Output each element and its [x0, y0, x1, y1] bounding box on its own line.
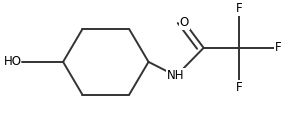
- Text: NH: NH: [167, 69, 185, 82]
- Text: F: F: [236, 2, 243, 15]
- Text: F: F: [236, 81, 243, 94]
- Text: O: O: [180, 16, 189, 29]
- Text: HO: HO: [4, 55, 22, 68]
- Text: F: F: [275, 41, 282, 54]
